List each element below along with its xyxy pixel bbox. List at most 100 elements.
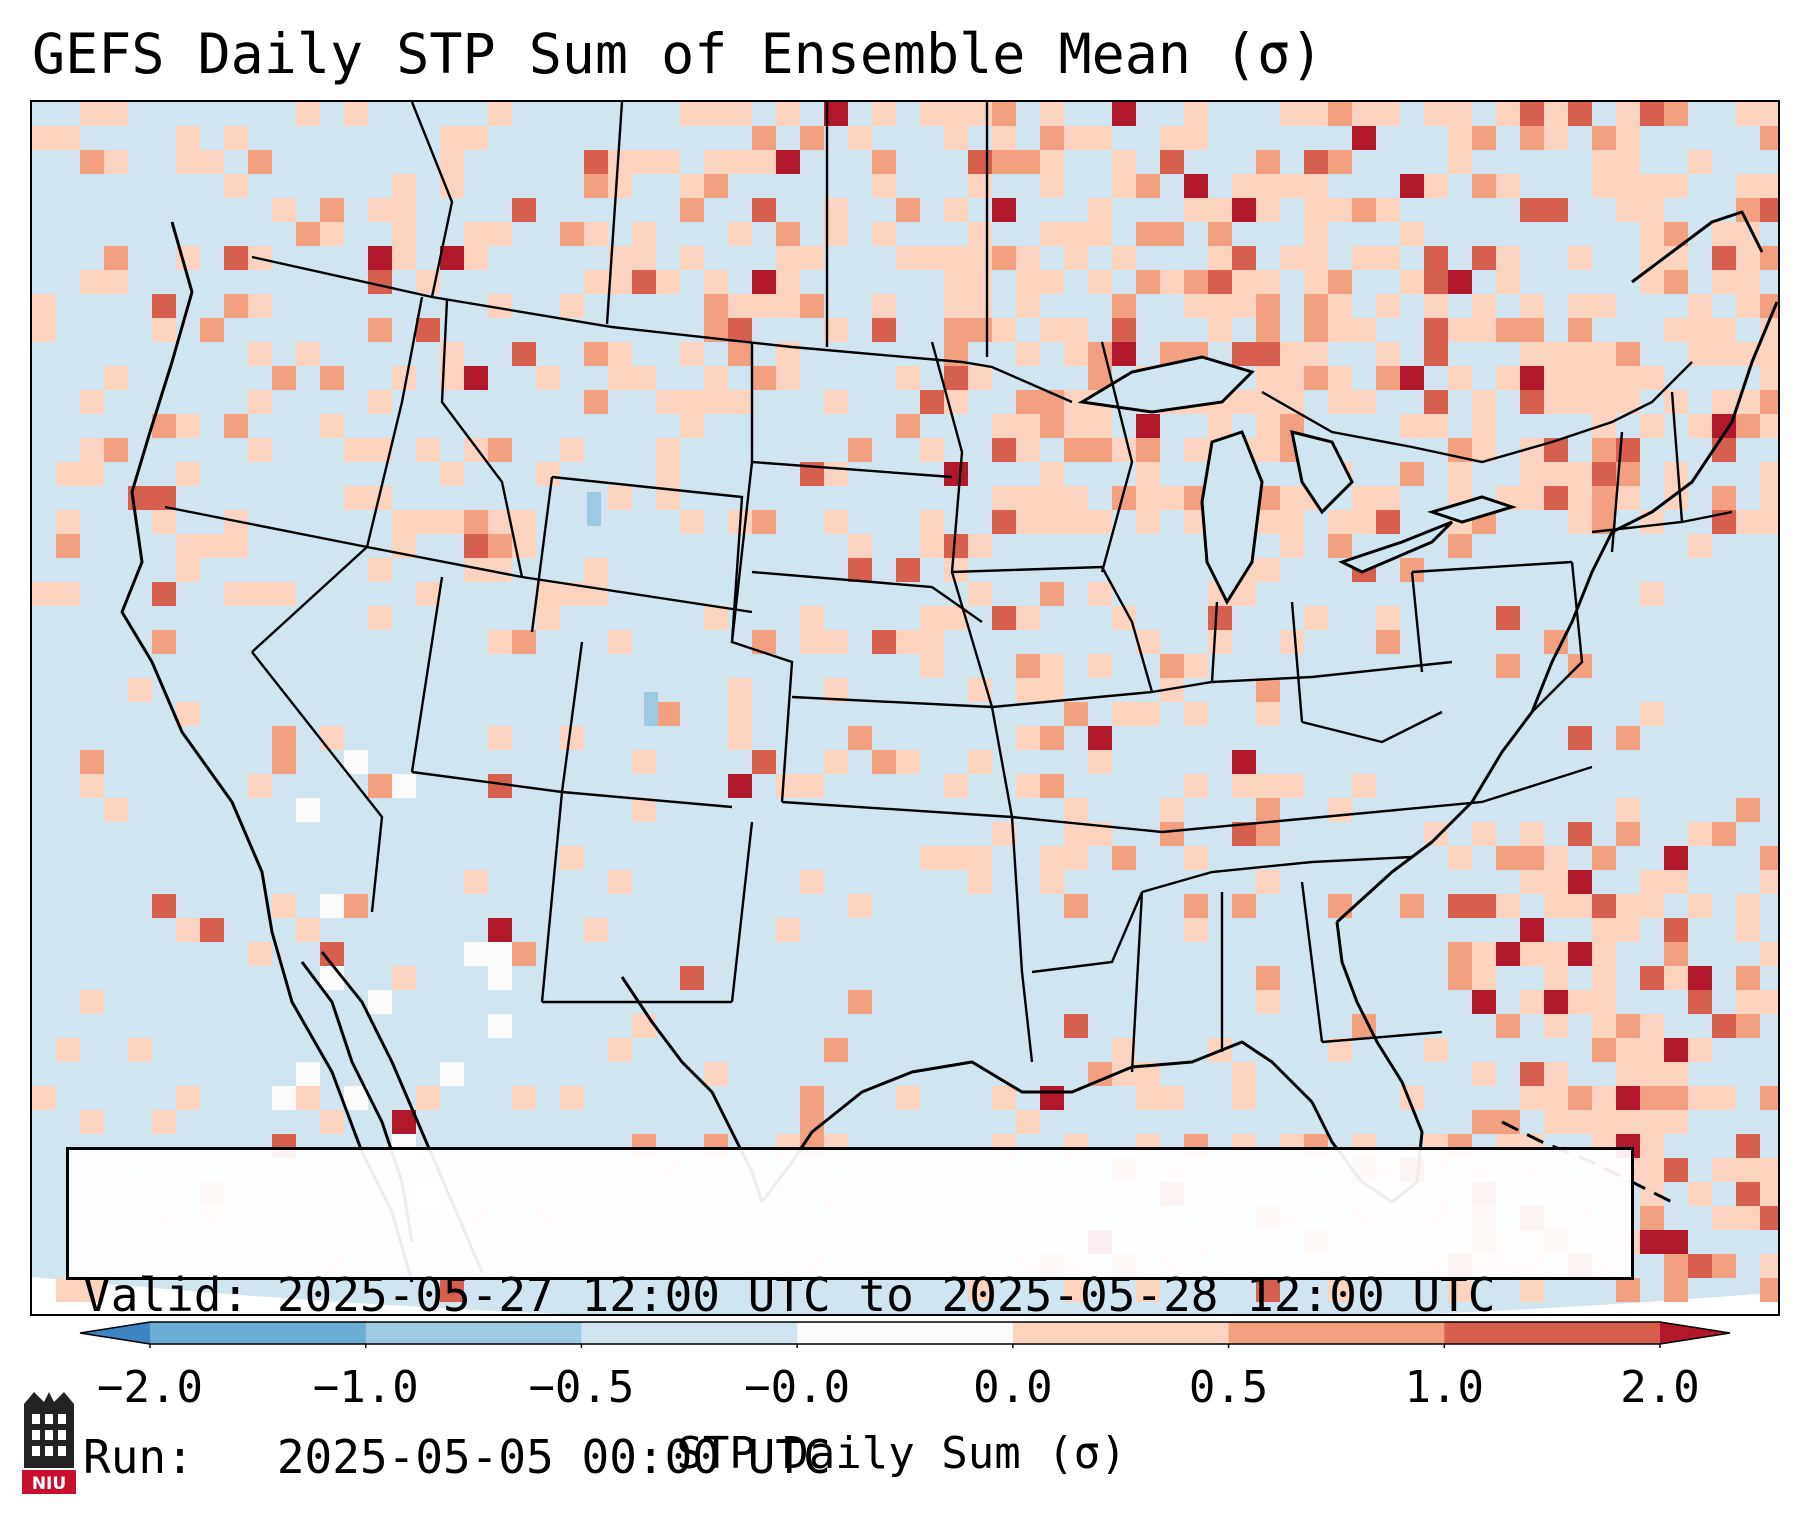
anomaly-cell (1472, 294, 1496, 318)
anomaly-cell (1640, 1134, 1664, 1158)
anomaly-cell (608, 270, 632, 294)
anomaly-cell (968, 846, 992, 870)
anomaly-cell (152, 510, 176, 534)
anomaly-cell (800, 606, 824, 630)
anomaly-cell (1328, 390, 1352, 414)
anomaly-cell (896, 246, 920, 270)
anomaly-cell (1736, 966, 1760, 990)
anomaly-cell (1016, 390, 1040, 414)
anomaly-cell (992, 318, 1016, 342)
anomaly-cell (1640, 1062, 1664, 1086)
anomaly-cell (176, 150, 200, 174)
anomaly-cell (1040, 582, 1064, 606)
anomaly-cell (1352, 198, 1376, 222)
anomaly-cell (1544, 486, 1568, 510)
anomaly-cell (248, 942, 272, 966)
anomaly-cell (656, 438, 680, 462)
anomaly-cell (1736, 198, 1760, 222)
anomaly-cell (1448, 1278, 1472, 1302)
anomaly-cell (1640, 366, 1664, 390)
anomaly-cell (1472, 246, 1496, 270)
anomaly-cell (1280, 246, 1304, 270)
anomaly-cell (1112, 318, 1136, 342)
anomaly-cell (1592, 1038, 1616, 1062)
anomaly-cell (1304, 246, 1328, 270)
anomaly-cell (1760, 846, 1778, 870)
anomaly-cell (152, 486, 176, 510)
anomaly-cell (488, 534, 512, 558)
anomaly-cell (440, 1278, 464, 1302)
anomaly-cell (296, 342, 320, 366)
anomaly-cell (1064, 342, 1088, 366)
anomaly-cell (608, 342, 632, 366)
anomaly-cell (56, 462, 80, 486)
anomaly-cell (1136, 462, 1160, 486)
anomaly-cell (1232, 342, 1256, 366)
anomaly-cell (1184, 894, 1208, 918)
anomaly-cell (752, 294, 776, 318)
anomaly-cell (272, 582, 296, 606)
anomaly-cell (80, 150, 104, 174)
anomaly-cell (1256, 558, 1280, 582)
anomaly-cell (1472, 822, 1496, 846)
anomaly-cell (1736, 414, 1760, 438)
anomaly-cell (1016, 150, 1040, 174)
anomaly-cell (1160, 1086, 1184, 1110)
anomaly-cell (512, 942, 536, 966)
anomaly-cell (1016, 606, 1040, 630)
anomaly-cell (896, 414, 920, 438)
anomaly-cell (1664, 1062, 1688, 1086)
anomaly-cell (1136, 510, 1160, 534)
anomaly-cell (1256, 438, 1280, 462)
anomaly-cell (1520, 486, 1544, 510)
anomaly-cell (1640, 510, 1664, 534)
anomaly-cell (1568, 726, 1592, 750)
anomaly-cell (896, 1086, 920, 1110)
anomaly-cell (1376, 630, 1400, 654)
anomaly-cell (1040, 774, 1064, 798)
anomaly-cell (224, 174, 248, 198)
anomaly-cell (1568, 1086, 1592, 1110)
anomaly-cell (1544, 630, 1568, 654)
anomaly-cell (1256, 702, 1280, 726)
anomaly-cell (1136, 270, 1160, 294)
anomaly-cell (944, 294, 968, 318)
anomaly-cell (104, 270, 128, 294)
anomaly-cell (1664, 942, 1688, 966)
anomaly-cell (1544, 102, 1568, 126)
anomaly-cell (1424, 390, 1448, 414)
anomaly-cell (776, 222, 800, 246)
anomaly-cell (1256, 198, 1280, 222)
anomaly-cell (1304, 270, 1328, 294)
anomaly-cell (584, 150, 608, 174)
anomaly-cell (1568, 462, 1592, 486)
anomaly-cell (80, 990, 104, 1014)
anomaly-cell (1688, 1086, 1712, 1110)
anomaly-cell (1040, 1086, 1064, 1110)
anomaly-cell (1616, 918, 1640, 942)
anomaly-cell (1040, 654, 1064, 678)
anomaly-cell (1664, 846, 1688, 870)
anomaly-cell (1688, 150, 1712, 174)
anomaly-cell (1448, 966, 1472, 990)
anomaly-cell (1760, 942, 1778, 966)
anomaly-cell (488, 966, 512, 990)
anomaly-cell (1616, 150, 1640, 174)
anomaly-cell (752, 510, 776, 534)
anomaly-cell (848, 558, 872, 582)
anomaly-cell (632, 246, 656, 270)
anomaly-cell (176, 702, 200, 726)
anomaly-cell (1040, 414, 1064, 438)
anomaly-cell (704, 1062, 728, 1086)
anomaly-cell (872, 222, 896, 246)
anomaly-cell (1568, 654, 1592, 678)
anomaly-cell (320, 966, 344, 990)
anomaly-cell (1256, 414, 1280, 438)
anomaly-cell (1400, 462, 1424, 486)
anomaly-cell (344, 438, 368, 462)
anomaly-cell (1016, 678, 1040, 702)
anomaly-cell (1400, 366, 1424, 390)
anomaly-cell (1448, 846, 1472, 870)
anomaly-cell (824, 510, 848, 534)
anomaly-cell (1664, 102, 1688, 126)
